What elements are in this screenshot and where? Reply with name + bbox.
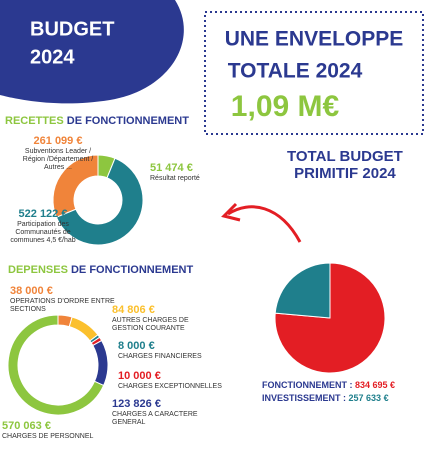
value-label: 570 063 € xyxy=(2,420,51,432)
legend-label: FONCTIONNEMENT : xyxy=(262,380,353,390)
value-label: 38 000 € xyxy=(10,285,53,297)
slice xyxy=(7,314,105,416)
title-part: DE FONCTIONNEMENT xyxy=(70,264,194,276)
slice-label: 123 826 € CHARGES A CARACTERE GENERAL xyxy=(112,398,212,427)
title-part: PRIMITIF 2024 xyxy=(294,165,396,182)
header-blob xyxy=(0,0,184,104)
category-label: Subventions Leader / Région /Département… xyxy=(22,147,94,171)
title-part: DEPENSES xyxy=(8,264,68,276)
slice-label: 570 063 € CHARGES DE PERSONNEL xyxy=(2,420,112,441)
arrow-head xyxy=(221,202,241,222)
chart-title: TOTAL BUDGET PRIMITIF 2024 xyxy=(287,148,403,182)
legend-entry: INVESTISSEMENT : 257 633 € xyxy=(262,393,389,403)
slice-label: 261 099 € Subventions Leader / Région /Dé… xyxy=(18,135,98,172)
category-label: CHARGES EXCEPTIONNELLES xyxy=(118,382,222,390)
box-line: UNE ENVELOPPE xyxy=(225,28,404,51)
legend-label: INVESTISSEMENT : xyxy=(262,393,347,403)
value-label: 257 633 € xyxy=(348,393,389,403)
slice-label: 38 000 € OPERATIONS D'ORDRE ENTRE SECTION… xyxy=(10,285,120,314)
slice-label: 84 806 € AUTRES CHARGES DE GESTION COURAN… xyxy=(112,304,222,333)
title-part: TOTAL BUDGET xyxy=(287,148,403,165)
header-title: 2024 xyxy=(30,46,75,68)
category-label: Résultat reporté xyxy=(150,174,200,182)
slice xyxy=(274,262,331,319)
arrow xyxy=(227,205,302,243)
title-part: RECETTES xyxy=(5,115,64,127)
box-amount: 1,09 M€ xyxy=(231,90,340,123)
slice xyxy=(55,157,144,246)
slice-label: 10 000 € CHARGES EXCEPTIONNELLES xyxy=(118,370,228,391)
category-label: OPERATIONS D'ORDRE ENTRE SECTIONS xyxy=(10,297,115,313)
category-label: CHARGES DE PERSONNEL xyxy=(2,432,94,440)
value-label: 51 474 € xyxy=(150,162,193,174)
legend-entry: FONCTIONNEMENT : 834 695 € xyxy=(262,380,395,390)
slice-label: 8 000 € CHARGES FINANCIERES xyxy=(118,340,218,361)
value-label: 522 122 € xyxy=(18,208,68,220)
box-line: TOTALE 2024 xyxy=(228,60,363,83)
slice-label: 522 122 € Participation des Communautés d… xyxy=(2,208,84,245)
header-title: BUDGET xyxy=(30,18,114,40)
category-label: CHARGES FINANCIERES xyxy=(118,352,202,360)
chart-title: RECETTES DE FONCTIONNEMENT xyxy=(5,115,189,127)
value-label: 834 695 € xyxy=(355,380,396,390)
value-label: 261 099 € xyxy=(33,135,83,147)
category-label: Participation des Communautés de commune… xyxy=(10,220,76,244)
value-label: 123 826 € xyxy=(112,398,161,410)
slice-label: 51 474 € Résultat reporté xyxy=(150,162,230,183)
chart-title: DEPENSES DE FONCTIONNEMENT xyxy=(8,264,193,276)
value-label: 8 000 € xyxy=(118,340,155,352)
title-part: DE FONCTIONNEMENT xyxy=(66,115,189,127)
value-label: 84 806 € xyxy=(112,304,155,316)
category-label: AUTRES CHARGES DE GESTION COURANTE xyxy=(112,316,189,332)
category-label: CHARGES A CARACTERE GENERAL xyxy=(112,410,198,426)
slice xyxy=(92,339,109,387)
slice xyxy=(68,316,99,342)
value-label: 10 000 € xyxy=(118,370,161,382)
